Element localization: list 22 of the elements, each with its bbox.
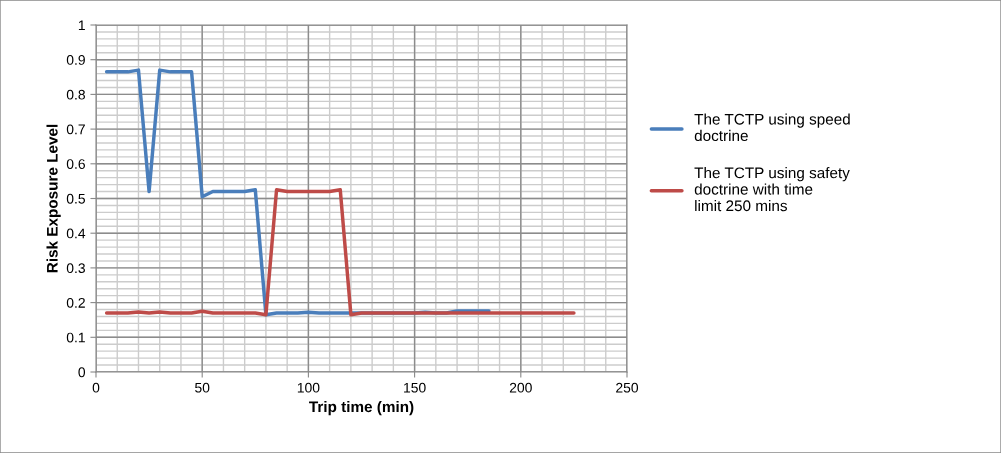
legend-label: The TCTP using safety doctrine with time limit 250 mins [694, 167, 850, 212]
y-tick-label: 0.5 [66, 193, 85, 204]
line-series [104, 188, 576, 317]
x-axis-title: Trip time (min) [309, 400, 414, 416]
y-axis-title: Risk Exposure Level [46, 124, 61, 273]
y-tick-label: 0.7 [66, 124, 85, 135]
x-tick-label: 200 [509, 382, 532, 393]
y-tick-label: 0.8 [66, 89, 85, 100]
y-tick-label: 0.2 [66, 297, 85, 308]
y-tick-label: 0.9 [66, 55, 85, 65]
y-tick-label: 1 [78, 20, 85, 31]
x-tick-label: 50 [195, 382, 210, 393]
x-tick-label: 150 [404, 382, 426, 393]
y-tick-label: 0.4 [66, 228, 86, 239]
y-tick-label: 0.6 [66, 159, 85, 169]
x-tick-label: 0 [92, 382, 100, 393]
legend-label: The TCTP using speed doctrine [694, 113, 850, 142]
y-tick-label: 0.1 [66, 332, 85, 343]
x-tick-label: 250 [616, 382, 639, 393]
y-tick-label: 0.3 [66, 263, 85, 274]
y-tick-label: 0 [78, 367, 86, 378]
x-tick-label: 100 [297, 382, 320, 393]
